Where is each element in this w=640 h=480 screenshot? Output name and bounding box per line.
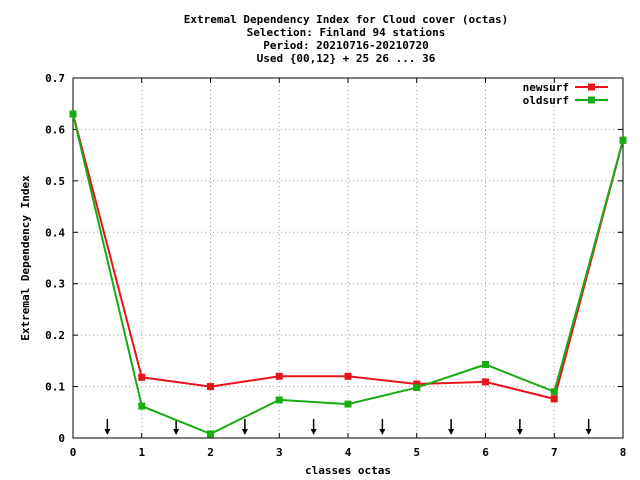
data-point-oldsurf-7 <box>550 388 558 396</box>
arrow-marker-0 <box>104 419 111 435</box>
data-point-oldsurf-6 <box>482 360 489 368</box>
x-tick-label-2: 2 <box>207 446 214 459</box>
arrow-marker-5 <box>448 419 455 435</box>
series-line-newsurf <box>72 113 624 401</box>
arrow-markers <box>104 419 592 435</box>
data-point-oldsurf-2 <box>207 430 214 438</box>
x-tick-label-3: 3 <box>276 446 283 459</box>
chart-title: Extremal Dependency Index for Cloud cove… <box>184 13 509 65</box>
x-axis-label: classes octas <box>305 464 391 477</box>
data-point-newsurf-6 <box>482 378 489 386</box>
data-point-newsurf-4 <box>344 372 352 380</box>
legend-label-oldsurf: oldsurf <box>523 94 569 107</box>
data-point-newsurf-2 <box>207 383 214 391</box>
legend-label-newsurf: newsurf <box>523 81 569 94</box>
y-tick-label-6: 0.6 <box>45 123 65 136</box>
x-tick-label-8: 8 <box>620 446 627 459</box>
legend-item-oldsurf: oldsurf <box>523 94 608 107</box>
legend-marker-newsurf <box>588 83 595 91</box>
x-tick-label-4: 4 <box>345 446 352 459</box>
y-tick-label-4: 0.4 <box>45 226 65 239</box>
x-tick-label-6: 6 <box>482 446 489 459</box>
legend-marker-oldsurf <box>588 96 595 104</box>
y-axis-label: Extremal Dependency Index <box>19 175 32 341</box>
data-point-newsurf-1 <box>138 373 146 381</box>
series-line-oldsurf <box>72 113 624 435</box>
data-point-oldsurf-4 <box>344 400 352 408</box>
axis-ticks: 0 1 2 3 4 5 6 7 8 0 0.1 0.2 0.3 0.4 0.5 0.6 0.7 <box>45 72 626 459</box>
x-tick-label-7: 7 <box>551 446 558 459</box>
data-point-oldsurf-1 <box>138 402 146 410</box>
arrow-marker-3 <box>310 419 317 435</box>
title-line-4: Used {00,12} + 25 26 ... 36 <box>257 52 436 65</box>
x-tick-label-5: 5 <box>413 446 420 459</box>
title-line-2: Selection: Finland 94 stations <box>247 26 446 39</box>
data-point-newsurf-7 <box>550 395 558 403</box>
arrow-marker-7 <box>585 419 592 435</box>
x-tick-label-0: 0 <box>70 446 77 459</box>
title-line-1: Extremal Dependency Index for Cloud cove… <box>184 13 509 26</box>
y-tick-label-2: 0.2 <box>45 329 65 342</box>
data-point-oldsurf-8 <box>619 136 627 144</box>
data-point-newsurf-5 <box>413 380 421 388</box>
arrow-marker-1 <box>173 419 180 435</box>
y-tick-label-5: 0.5 <box>45 175 65 188</box>
arrow-marker-2 <box>241 419 248 435</box>
series <box>69 110 627 438</box>
y-tick-label-0: 0 <box>58 432 65 445</box>
data-point-oldsurf-0 <box>69 110 77 118</box>
data-point-newsurf-3 <box>275 372 283 380</box>
arrow-marker-4 <box>379 419 386 435</box>
title-line-3: Period: 20210716-20210720 <box>263 39 429 52</box>
legend-item-newsurf: newsurf <box>523 81 608 94</box>
arrow-marker-6 <box>516 419 523 435</box>
series-oldsurf <box>69 110 627 438</box>
data-point-oldsurf-5 <box>413 384 421 392</box>
y-tick-label-1: 0.1 <box>45 381 65 394</box>
y-tick-label-7: 0.7 <box>45 72 65 85</box>
grid <box>73 78 623 438</box>
data-point-oldsurf-3 <box>275 396 283 404</box>
x-tick-label-1: 1 <box>138 446 145 459</box>
y-tick-label-3: 0.3 <box>45 278 65 291</box>
